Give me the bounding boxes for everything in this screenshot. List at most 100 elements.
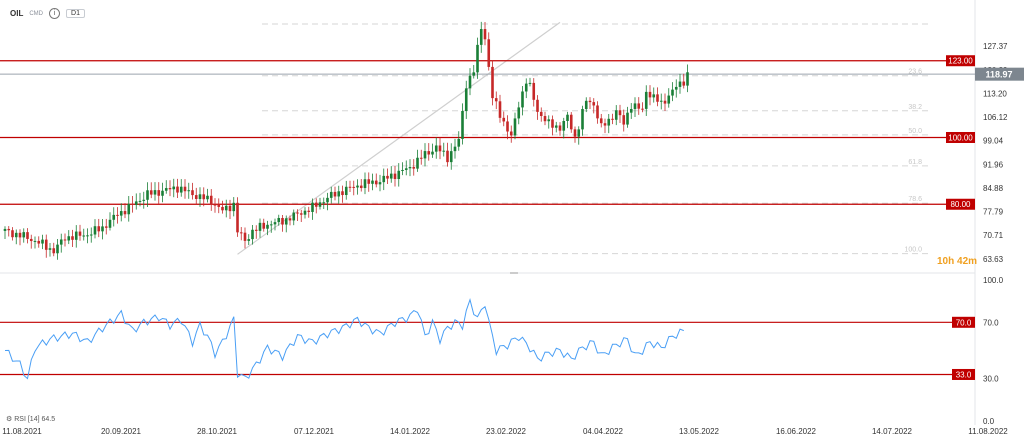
rsi-period: [14] xyxy=(27,416,40,423)
candle-body xyxy=(614,110,618,120)
candle-body xyxy=(52,248,56,254)
candle-body xyxy=(412,167,416,169)
candle-body xyxy=(659,100,663,102)
candle-body xyxy=(509,131,513,136)
candle-body xyxy=(266,224,269,229)
candle-body xyxy=(416,157,419,169)
rsi-gear-icon[interactable]: ⚙ xyxy=(6,416,13,423)
candle-body xyxy=(378,182,382,185)
price-level-label: 100.00 xyxy=(948,133,973,142)
candle-body xyxy=(498,101,502,118)
candle-body xyxy=(389,173,393,179)
candle-body xyxy=(168,188,172,190)
candle-body xyxy=(157,190,161,196)
candle-body xyxy=(22,232,26,238)
candle-body xyxy=(213,204,217,206)
price-level-label: 80.00 xyxy=(950,200,971,209)
price-axis-tick: 106.12 xyxy=(983,113,1008,122)
candle-body xyxy=(528,82,532,84)
candle-body xyxy=(648,91,652,98)
candle-body xyxy=(674,86,678,90)
candle-body xyxy=(288,218,292,221)
candle-body xyxy=(629,109,633,113)
candle-body xyxy=(494,98,498,102)
candle-body xyxy=(101,226,104,232)
rsi-level-tag xyxy=(952,368,975,380)
candle-body xyxy=(491,66,494,99)
candle-body xyxy=(296,212,299,214)
price-axis-tick: 63.63 xyxy=(983,255,1004,264)
candle-body xyxy=(457,138,461,147)
candle-body xyxy=(146,190,149,200)
candle-body xyxy=(202,194,206,200)
candle-body xyxy=(183,186,187,192)
candle-body xyxy=(487,39,491,67)
candle-body xyxy=(348,186,352,188)
candle-body xyxy=(217,204,221,207)
candle-body xyxy=(206,195,209,200)
rsi-axis-tick: 30.0 xyxy=(983,375,999,384)
candle-body xyxy=(82,235,86,237)
candle-body xyxy=(232,202,236,212)
candle-body xyxy=(663,100,667,104)
fib-level-label: 38.2 xyxy=(908,104,922,111)
rsi-value: 64.5 xyxy=(41,416,56,423)
candle-body xyxy=(592,102,596,106)
candle-body xyxy=(228,205,232,212)
candle-body xyxy=(142,199,146,201)
candle-body xyxy=(427,151,431,155)
candle-body xyxy=(633,103,637,110)
candle-body xyxy=(337,191,341,197)
candle-body xyxy=(48,248,52,250)
candle-body xyxy=(367,179,371,184)
candle-body xyxy=(641,108,644,110)
candle-body xyxy=(224,205,228,211)
timeframe-selector[interactable]: D1 xyxy=(66,9,85,18)
time-axis-tick: 11.08.2022 xyxy=(968,427,1008,436)
candle-body xyxy=(116,214,119,216)
candle-body xyxy=(93,226,97,235)
candle-body xyxy=(423,151,427,159)
time-axis-tick: 13.05.2022 xyxy=(679,427,720,436)
candle-body xyxy=(603,123,607,126)
candle-body xyxy=(329,191,333,198)
candle-body xyxy=(382,175,386,183)
candle-body xyxy=(682,81,686,86)
candle-body xyxy=(258,222,262,231)
candle-body xyxy=(637,103,641,109)
candle-body xyxy=(352,186,356,188)
candle-body xyxy=(644,91,648,109)
candle-body xyxy=(502,117,506,122)
candle-body xyxy=(26,232,29,239)
candle-body xyxy=(446,150,449,163)
candle-body xyxy=(3,228,7,231)
candle-body xyxy=(397,170,401,179)
candle-body xyxy=(539,111,543,117)
fib-level-label: 50.0 xyxy=(908,128,922,135)
candle-body xyxy=(678,81,682,87)
candle-body xyxy=(419,157,423,159)
candle-body xyxy=(667,95,671,104)
candle-body xyxy=(584,100,588,110)
candle-body xyxy=(243,232,247,241)
candle-body xyxy=(33,240,37,242)
candle-body xyxy=(307,210,311,212)
candle-body xyxy=(161,190,164,196)
candle-body xyxy=(566,114,569,122)
candle-body xyxy=(656,94,659,102)
chart-header: OIL CMD i D1 xyxy=(10,8,85,19)
candle-body xyxy=(311,202,314,212)
symbol-label[interactable]: OIL xyxy=(10,9,24,18)
candle-body xyxy=(127,203,131,215)
candle-body xyxy=(671,89,674,96)
candle-body xyxy=(262,222,266,229)
candle-body xyxy=(551,119,554,128)
time-axis-tick: 28.10.2021 xyxy=(197,427,238,436)
candle-body xyxy=(517,107,521,119)
current-price-label: 118.97 xyxy=(985,70,1012,80)
candle-body xyxy=(119,211,123,216)
info-icon[interactable]: i xyxy=(49,8,61,19)
candle-body xyxy=(176,186,179,193)
price-level-tag xyxy=(946,198,975,210)
